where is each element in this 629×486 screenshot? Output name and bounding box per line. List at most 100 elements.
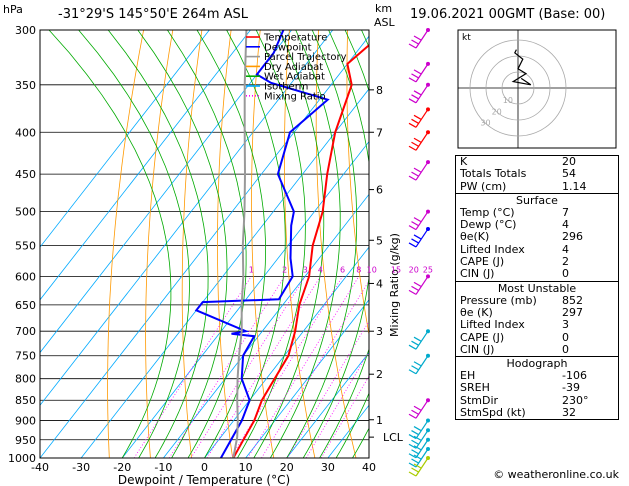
wet-adiabat-line	[237, 30, 306, 458]
index-value: 7	[562, 205, 569, 219]
axes: 3003504004505005506006507007508008509009…	[8, 24, 433, 486]
index-label: K	[460, 155, 468, 168]
km-tick-label: 5	[376, 234, 383, 247]
dry-adiabat-line	[181, 30, 203, 458]
index-label: Dewp (°C)	[460, 218, 517, 232]
wind-barb	[408, 274, 430, 295]
x-axis-label: Dewpoint / Temperature (°C)	[118, 473, 290, 486]
index-row: θe(K) 296	[456, 231, 618, 244]
wind-barb	[408, 418, 430, 440]
index-label: θe (K)	[460, 305, 493, 319]
km-tick-label: LCL	[383, 431, 404, 444]
copyright-footer: © weatheronline.co.uk	[493, 468, 619, 481]
index-row: CAPE (J) 2	[456, 255, 618, 269]
wet-adiabat-line	[253, 30, 325, 458]
km-tick-label: 1	[376, 414, 383, 427]
index-label: CAPE (J)	[460, 330, 505, 344]
wind-barb	[408, 209, 430, 231]
legend-label: Wet Adiabat	[264, 72, 325, 83]
isotherm-line	[204, 246, 369, 458]
dry-adiabat-line	[251, 30, 275, 458]
series-temperature	[232, 43, 369, 458]
index-value: 2	[562, 255, 569, 269]
dry-adiabat-line	[107, 30, 144, 458]
y-tick-label: 600	[15, 270, 36, 283]
y-tick-label: 500	[15, 206, 36, 219]
y-tick-label: 650	[15, 299, 36, 312]
wind-barb	[408, 437, 430, 459]
index-value: 54	[562, 167, 576, 181]
mixing-ratio-tick-label: 25	[423, 265, 433, 274]
indices-table: K 2 0 Totals Totals 54 PW (cm) 1.14 Surface Te…	[455, 155, 619, 421]
mixing-ratio-line	[230, 276, 343, 458]
legend-label: Mixing Ratio	[264, 91, 326, 102]
hodograph-ring-label: 10	[503, 96, 513, 105]
index-value: 1.14	[562, 179, 587, 193]
x-tick-label: -20	[113, 461, 131, 474]
y-tick-label: 950	[15, 434, 36, 447]
datetime-title: 19.06.2021 00GMT (Base: 00)	[410, 7, 606, 22]
index-label: CIN (J)	[460, 342, 495, 356]
index-value: 297	[562, 305, 583, 319]
wind-barb	[408, 456, 430, 477]
index-row: EH -106	[456, 369, 618, 382]
profile-lines	[194, 30, 369, 458]
index-value: 852	[562, 293, 583, 307]
location-title: -31°29'S 145°50'E 264m ASL	[58, 7, 249, 22]
mixing-ratio-tick-label: 20	[409, 265, 419, 274]
index-label: SREH	[460, 381, 490, 395]
x-tick-label: -40	[31, 461, 49, 474]
index-label: CIN (J)	[460, 267, 495, 281]
mixing-ratio-tick-label: 4	[318, 265, 323, 274]
surface-title: Surface	[456, 192, 618, 207]
wet-adiabat-line	[302, 30, 369, 458]
dry-adiabat-line	[283, 30, 316, 458]
isotherm-line	[163, 193, 369, 458]
index-value: 0	[562, 330, 569, 344]
index-row: Lifted Index 3	[456, 318, 618, 332]
index-value: 3	[562, 318, 569, 332]
asl-unit-label: ASL	[374, 16, 395, 29]
x-tick-label: 30	[321, 461, 335, 474]
mixing-ratio-tick-label: 2	[282, 265, 287, 274]
index-label: Lifted Index	[460, 318, 525, 332]
legend-label: Dewpoint	[264, 42, 312, 53]
isotherm-line	[40, 30, 210, 248]
wet-adiabat-line	[335, 30, 369, 458]
y-tick-label: 300	[15, 24, 36, 37]
y-tick-label: 800	[15, 373, 36, 386]
index-row: StmDir 230°	[456, 394, 618, 407]
index-row: Pressure (mb) 852	[456, 293, 618, 307]
index-row: PW (cm) 1.14	[456, 179, 618, 193]
plot-frame	[39, 29, 370, 459]
y-tick-label: 350	[15, 79, 36, 92]
index-value: 0	[562, 342, 569, 356]
index-row: Dewp (°C) 4	[456, 218, 618, 232]
x-tick-label: 40	[362, 461, 376, 474]
hodograph-unit-label: kt	[462, 33, 471, 43]
index-label: CAPE (J)	[460, 255, 505, 269]
mixing-ratio-line	[261, 280, 369, 458]
index-value: 4	[562, 218, 569, 232]
hodograph-trace	[511, 49, 532, 86]
mixing-ratio-line	[168, 276, 285, 458]
index-value: 32	[562, 406, 576, 420]
index-row: Totals Totals 54	[456, 167, 618, 181]
mixing-ratio-line	[133, 276, 252, 458]
series-parcel-trajectory	[232, 30, 248, 458]
y-tick-label: 450	[15, 168, 36, 181]
wet-adiabat-line	[78, 30, 190, 458]
index-row: Temp (°C) 7	[456, 205, 618, 219]
mixing-ratio-tick-label: 15	[391, 265, 401, 274]
dry-adiabat-line	[377, 30, 439, 458]
wind-barb	[408, 428, 430, 449]
y-tick-label: 1000	[8, 452, 36, 465]
wind-barb	[408, 28, 430, 49]
mixing-ratio-tick-label: 10	[367, 265, 377, 274]
background-lines	[40, 30, 439, 458]
wet-adiabat-line	[167, 30, 247, 458]
legend-label: Isotherm	[264, 82, 308, 93]
wind-barb	[408, 353, 430, 375]
x-tick-label: -10	[154, 461, 172, 474]
